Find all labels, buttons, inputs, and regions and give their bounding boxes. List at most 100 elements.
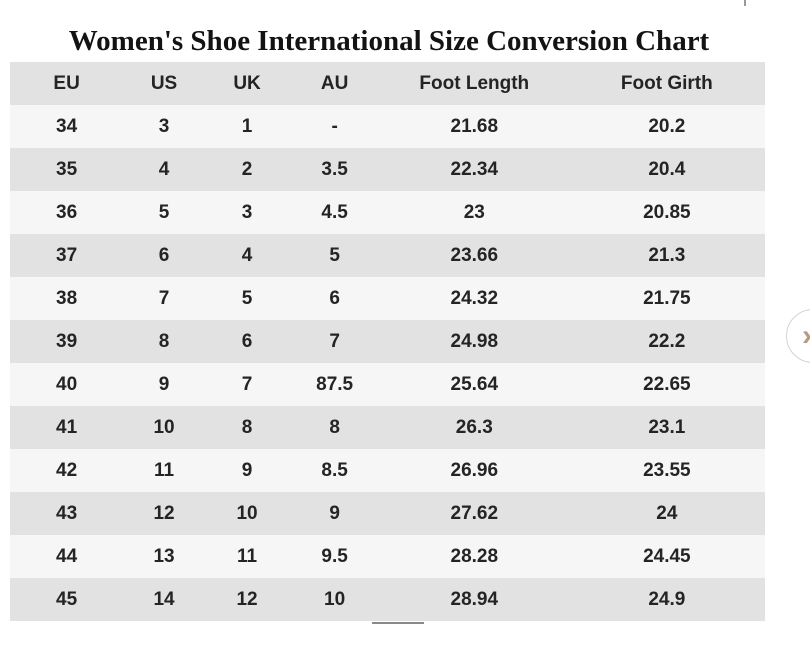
column-header: EU — [53, 72, 80, 94]
table-cell: 20.85 — [643, 201, 691, 223]
table-cell: 11 — [153, 459, 175, 481]
table-cell: 7 — [158, 287, 170, 309]
table-cell: 26.96 — [450, 459, 499, 481]
table-cell: 34 — [56, 115, 78, 137]
table-cell: 8.5 — [321, 459, 348, 481]
table-cell: 20.2 — [648, 115, 686, 137]
table-cell: 27.62 — [450, 502, 499, 524]
table-cell: 38 — [56, 287, 78, 309]
table-cell: 37 — [56, 244, 78, 266]
table-cell: 6 — [158, 244, 170, 266]
table-cell: 7 — [241, 373, 253, 395]
table-cell: 6 — [241, 330, 253, 352]
table-cell: 39 — [56, 330, 78, 352]
column-header: US — [150, 72, 178, 94]
table-cell: 21.3 — [648, 244, 686, 266]
table-cell: 9 — [241, 459, 253, 481]
table-row: 44 13 11 9.5 28.28 24.45 — [10, 535, 765, 578]
table-cell: 5 — [329, 244, 340, 266]
table-cell: 45 — [56, 588, 78, 610]
table-cell: 10 — [324, 588, 346, 610]
table-row: 43 12 10 9 27.62 24 — [10, 492, 765, 535]
table-cell: 23.66 — [450, 244, 499, 266]
table-cell: 12 — [236, 588, 258, 610]
table-cell: 44 — [56, 545, 78, 567]
table-cell: 35 — [56, 158, 78, 180]
table-cell: 20.4 — [648, 158, 686, 180]
size-conversion-table: EU US UK AU Foot Length Foot Girth 34 3 1-21.68… — [10, 62, 765, 621]
table-underline — [372, 622, 424, 624]
table-cell: 9.5 — [321, 545, 348, 567]
table-cell: 24.9 — [648, 588, 686, 610]
table-cell: 4.5 — [321, 201, 348, 223]
table-cell: 23 — [463, 201, 485, 223]
table-cell: 24.98 — [450, 330, 499, 352]
table-cell: 23.55 — [643, 459, 691, 481]
table-cell: 7 — [329, 330, 340, 352]
table-cell: 24 — [656, 502, 678, 524]
table-row: 39 8 6 7 24.98 22.2 — [10, 320, 765, 363]
carousel-next-button[interactable]: › — [786, 309, 810, 363]
page-title: Women's Shoe International Size Conversi… — [68, 25, 710, 58]
table-cell: 41 — [56, 416, 78, 438]
column-header: AU — [320, 72, 349, 94]
table-cell: 8 — [158, 330, 170, 352]
column-header: Foot Length — [419, 72, 530, 94]
table-body: 34 3 1-21.68 20.2 35 4 2 3.5 22.34 20.4 36 5 3 4.5 23 2… — [10, 105, 765, 621]
table-row: 42 11 9 8.5 26.96 23.55 — [10, 449, 765, 492]
table-cell: 28.94 — [450, 588, 499, 610]
table-cell: 12 — [153, 502, 175, 524]
table-row: 36 5 3 4.5 23 20.85 — [10, 191, 765, 234]
table-cell: 8 — [241, 416, 253, 438]
table-cell: 1 — [241, 115, 253, 137]
table-header-row: EU US UK AU Foot Length Foot Girth — [10, 62, 765, 105]
table-cell: 26.3 — [455, 416, 493, 438]
top-edge-tick — [744, 0, 746, 6]
table-cell: 3 — [241, 201, 253, 223]
column-header: Foot Girth — [620, 72, 713, 94]
table-cell: 36 — [56, 201, 78, 223]
table-cell: 5 — [158, 201, 170, 223]
table-cell: 87.5 — [316, 373, 354, 395]
table-cell: 43 — [56, 502, 78, 524]
table-row: 40 9 7 87.5 25.64 22.65 — [10, 363, 765, 406]
table-cell: 23.1 — [648, 416, 686, 438]
table-cell: 4 — [158, 158, 170, 180]
table-header: EU US UK AU Foot Length Foot Girth — [10, 62, 765, 105]
chevron-right-icon: › — [802, 321, 810, 351]
table-row: 38 7 5 6 24.32 21.75 — [10, 277, 765, 320]
table-cell: - — [331, 115, 338, 137]
table-cell: 42 — [56, 459, 78, 481]
table-row: 41 10 8 8 26.3 23.1 — [10, 406, 765, 449]
table-cell: 22.34 — [450, 158, 499, 180]
table-cell: 3 — [158, 115, 170, 137]
table-cell: 21.75 — [643, 287, 691, 309]
table-cell: 2 — [241, 158, 253, 180]
table-cell: 11 — [237, 545, 258, 567]
table-cell: 6 — [329, 287, 340, 309]
table-cell: 22.65 — [643, 373, 691, 395]
table-cell: 13 — [153, 545, 175, 567]
table-row: 37 6 4 5 23.66 21.3 — [10, 234, 765, 277]
table-cell: 5 — [241, 287, 253, 309]
table-cell: 3.5 — [321, 158, 348, 180]
table-cell: 25.64 — [450, 373, 499, 395]
table-cell: 9 — [158, 373, 170, 395]
table-cell: 28.28 — [450, 545, 499, 567]
table-cell: 22.2 — [648, 330, 686, 352]
table-row: 35 4 2 3.5 22.34 20.4 — [10, 148, 765, 191]
table-cell: 21.68 — [450, 115, 499, 137]
table-cell: 8 — [329, 416, 340, 438]
table-cell: 10 — [236, 502, 258, 524]
table-cell: 40 — [56, 373, 78, 395]
table-cell: 24.45 — [643, 545, 691, 567]
table-cell: 14 — [153, 588, 175, 610]
table-cell: 10 — [153, 416, 175, 438]
column-header: UK — [233, 72, 261, 94]
table-cell: 4 — [241, 244, 253, 266]
table-cell: 24.32 — [450, 287, 499, 309]
table-row: 45 14 12 10 28.94 24.9 — [10, 578, 765, 621]
table-cell: 9 — [329, 502, 340, 524]
table-row: 34 3 1 - 21.68 20.2 — [10, 105, 765, 148]
